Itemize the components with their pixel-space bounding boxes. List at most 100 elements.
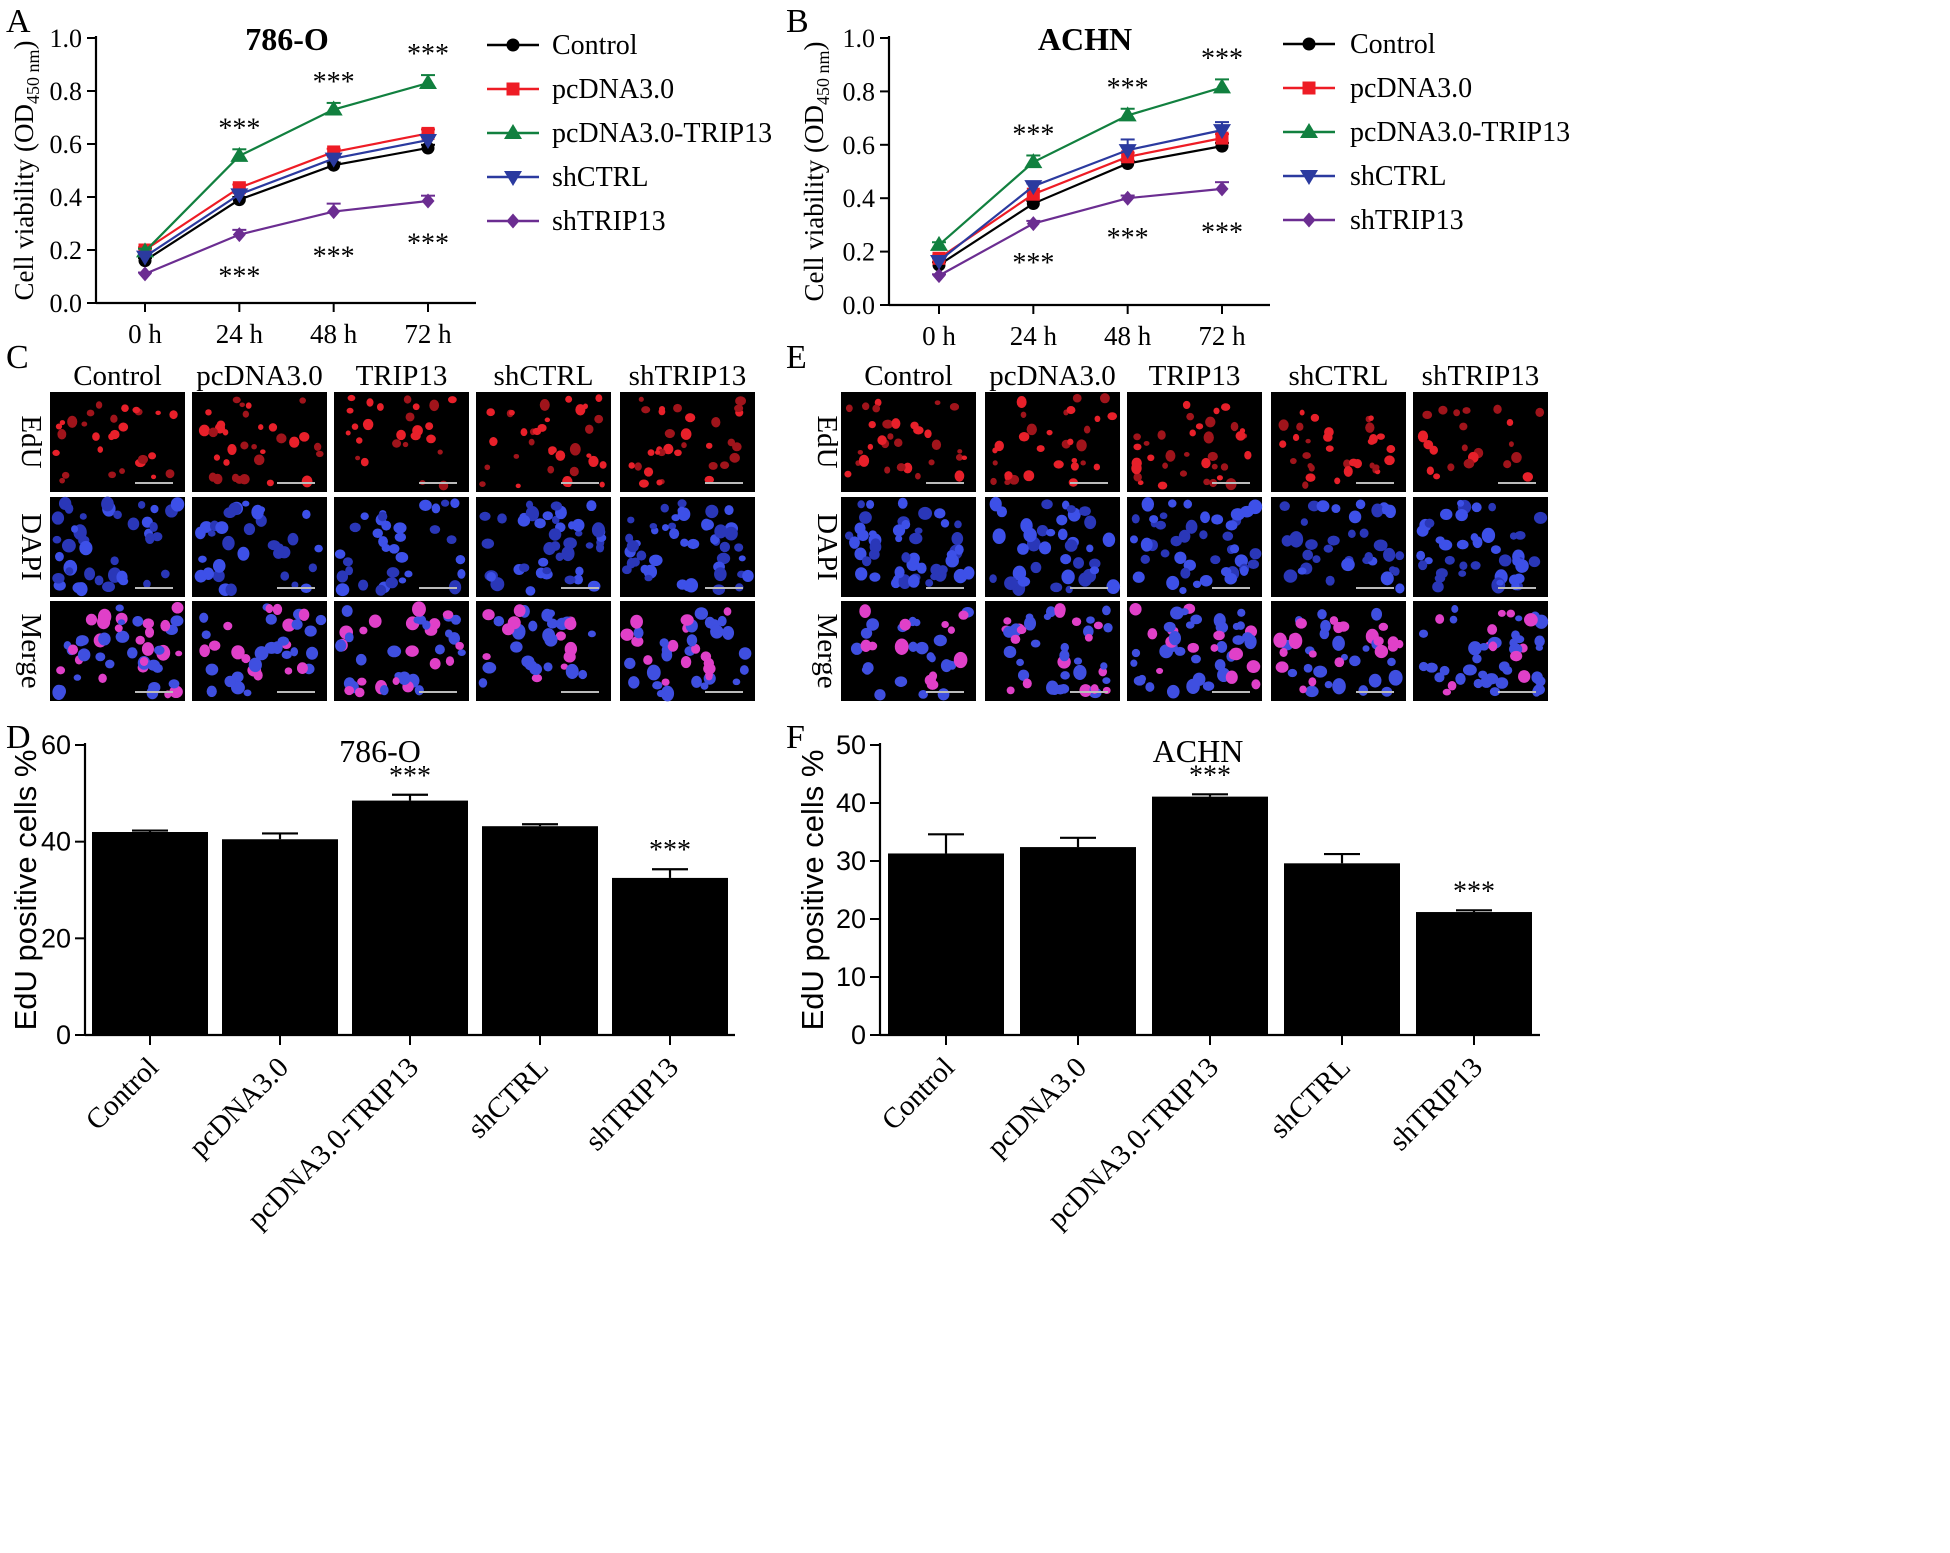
cell-nucleus [201, 630, 211, 640]
y-tick-label: 30 [836, 846, 866, 876]
legend-marker [504, 124, 522, 139]
cell-nucleus [113, 510, 122, 520]
y-axis-label-main: Cell viability (OD [9, 104, 39, 300]
cell-nucleus [251, 443, 257, 450]
cell-nucleus [636, 550, 647, 561]
cell-nucleus [575, 566, 584, 576]
y-tick-label: 0.6 [843, 131, 876, 160]
cell-nucleus [1017, 576, 1031, 587]
cell-nucleus [355, 653, 367, 666]
cell-nucleus [1010, 634, 1021, 644]
cell-nucleus [1334, 657, 1345, 668]
cell-nucleus [661, 678, 670, 686]
cell-nucleus [1216, 640, 1228, 653]
cell-nucleus [1100, 662, 1108, 670]
cell-nucleus [654, 450, 661, 455]
cell-nucleus [937, 688, 950, 701]
cell-nucleus [1455, 672, 1466, 685]
cell-nucleus [272, 603, 283, 616]
cell-nucleus [722, 626, 735, 640]
cell-nucleus [1065, 585, 1073, 594]
cell-nucleus [891, 418, 901, 429]
cell-nucleus [585, 424, 594, 434]
cell-nucleus [620, 628, 634, 641]
cell-nucleus [1224, 572, 1237, 585]
cell-nucleus [141, 642, 154, 656]
x-tick-label: shTRIP13 [1383, 1051, 1489, 1157]
data-point [1024, 180, 1043, 196]
micrograph-edu-0 [50, 392, 185, 492]
cell-nucleus [379, 685, 389, 696]
cell-nucleus [148, 452, 157, 460]
cell-nucleus [1331, 504, 1341, 514]
cell-nucleus [1160, 549, 1170, 558]
cell-nucleus [1424, 518, 1435, 528]
cell-nucleus [153, 645, 165, 655]
cell-nucleus [686, 634, 698, 647]
cell-nucleus [268, 423, 278, 432]
cell-nucleus [1470, 561, 1481, 570]
cell-nucleus [963, 566, 975, 580]
cell-nucleus [455, 641, 464, 650]
cell-nucleus [231, 473, 240, 483]
cell-nucleus [359, 626, 368, 635]
cell-nucleus [1162, 462, 1168, 469]
cell-nucleus [624, 657, 636, 670]
legend-marker [1302, 37, 1316, 51]
cell-nucleus [1174, 551, 1187, 565]
micrograph-edu-2 [1127, 392, 1262, 492]
cell-nucleus [1170, 535, 1182, 547]
cell-nucleus [1133, 472, 1142, 482]
cell-nucleus [1302, 549, 1314, 561]
cell-nucleus [1493, 404, 1502, 414]
cell-nucleus [52, 449, 60, 457]
cell-nucleus [1071, 617, 1082, 626]
cell-nucleus [1439, 665, 1450, 676]
cell-nucleus [1508, 441, 1514, 447]
column-label: shTRIP13 [629, 360, 747, 392]
cell-nucleus [907, 574, 920, 588]
column-label: shCTRL [494, 360, 594, 392]
cell-nucleus [1079, 506, 1091, 517]
micrograph-dapi-1 [985, 496, 1121, 597]
cell-nucleus [376, 403, 384, 411]
cell-nucleus [683, 582, 693, 592]
cell-nucleus [264, 641, 279, 654]
cell-nucleus [548, 528, 562, 541]
cell-nucleus [734, 404, 744, 413]
cell-nucleus [212, 473, 223, 485]
cell-nucleus [360, 457, 369, 467]
cell-nucleus [908, 641, 918, 652]
cell-nucleus [869, 572, 881, 582]
cell-nucleus [687, 538, 700, 550]
cell-nucleus [169, 410, 178, 420]
series-line [938, 129, 1223, 262]
cell-nucleus [345, 430, 351, 436]
cell-nucleus [1498, 554, 1512, 567]
cell-nucleus [924, 429, 932, 439]
cell-nucleus [844, 470, 852, 478]
cell-nucleus [958, 610, 969, 620]
cell-nucleus [1481, 527, 1496, 543]
cell-nucleus [894, 566, 905, 579]
legend-label: shCTRL [552, 162, 648, 193]
cell-nucleus [419, 499, 432, 511]
edu-image-grid-achn: E Control pcDNA3.0 TRIP13 shCTRL shTRIP13 EdU D… [786, 339, 1549, 701]
cell-nucleus [289, 436, 300, 448]
cell-nucleus [599, 461, 607, 469]
cell-nucleus [599, 481, 605, 488]
cell-nucleus [1147, 454, 1155, 462]
panel-letter: B [786, 3, 809, 40]
cell-nucleus [1381, 504, 1393, 515]
column-label: Control [73, 360, 162, 392]
cell-nucleus [1302, 481, 1309, 489]
micrograph-merge-0 [50, 601, 185, 701]
cell-nucleus [861, 556, 872, 567]
cell-nucleus [1358, 685, 1369, 696]
bar [612, 877, 728, 1035]
cell-nucleus [227, 444, 237, 455]
x-tick-label: Control [80, 1051, 165, 1136]
cell-nucleus [1022, 678, 1032, 689]
cell-nucleus [1488, 641, 1498, 652]
cell-nucleus [845, 404, 853, 413]
